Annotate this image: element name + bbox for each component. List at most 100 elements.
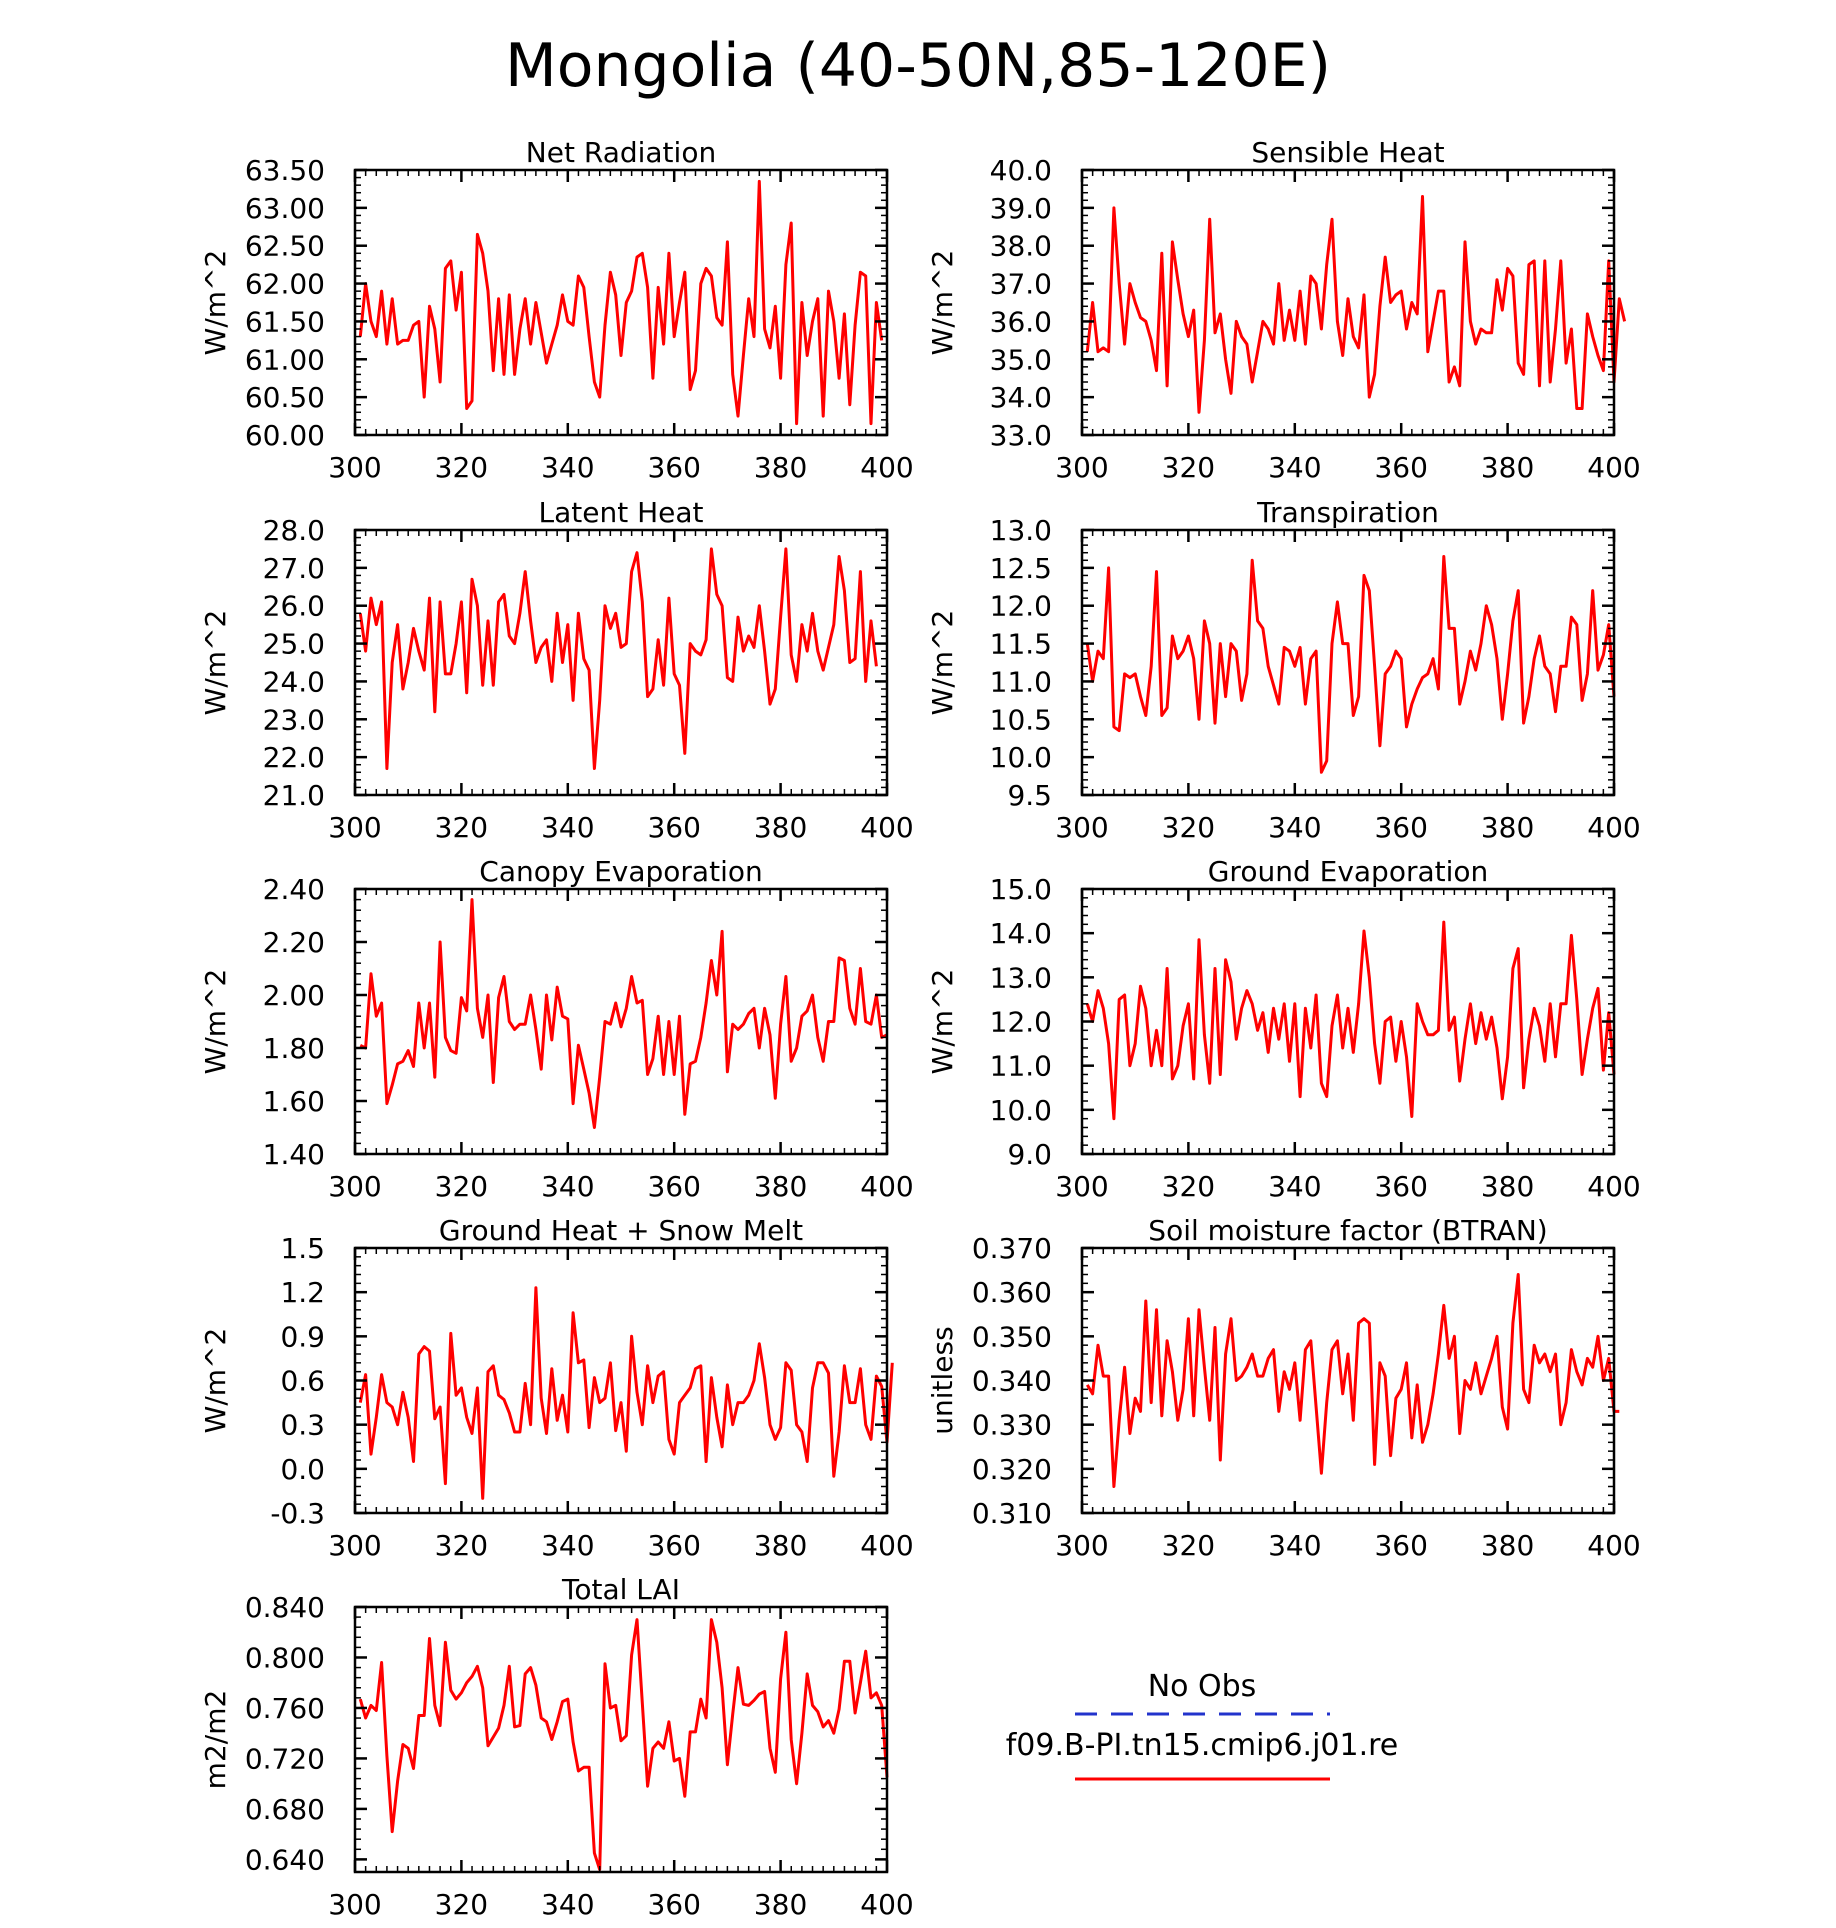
panel-total-lai-ylabel: m2/m2 xyxy=(199,1690,232,1790)
panel-net-radiation-xtick-label: 340 xyxy=(541,451,594,484)
panel-net-radiation-ytick-label: 63.50 xyxy=(245,154,325,187)
panel-ground-heat-snow-melt-xtick-label: 300 xyxy=(328,1529,381,1562)
panel-total-lai-xtick-label: 300 xyxy=(328,1888,381,1921)
panel-soil-moisture-factor-btran-xtick-label: 400 xyxy=(1587,1529,1640,1562)
panel-soil-moisture-factor-btran-title: Soil moisture factor (BTRAN) xyxy=(1148,1214,1547,1247)
panel-ground-evaporation-ylabel: W/m^2 xyxy=(926,969,959,1075)
panel-net-radiation-xtick-label: 300 xyxy=(328,451,381,484)
panel-latent-heat-frame xyxy=(353,528,889,797)
panel-latent-heat-xtick-label: 380 xyxy=(754,811,807,844)
panel-net-radiation-ytick-label: 61.50 xyxy=(245,305,325,338)
panel-soil-moisture-factor-btran: Soil moisture factor (BTRAN) unitless 300 3… xyxy=(926,1214,1641,1562)
panel-sensible-heat: Sensible Heat W/m^2 300 320 340 360 380 400 33.0… xyxy=(926,136,1641,484)
panel-canopy-evaporation-xtick-label: 340 xyxy=(541,1170,594,1203)
panel-transpiration-ytick-label: 10.5 xyxy=(990,703,1052,736)
panel-transpiration-xtick-label: 400 xyxy=(1587,811,1640,844)
panel-sensible-heat-xtick-label: 360 xyxy=(1374,451,1427,484)
panel-total-lai-ytick-label: 0.680 xyxy=(245,1793,325,1826)
panel-ground-heat-snow-melt-xtick-label: 360 xyxy=(647,1529,700,1562)
panel-net-radiation-ylabel: W/m^2 xyxy=(199,250,232,356)
panel-total-lai-ytick-label: 0.840 xyxy=(245,1591,325,1624)
panel-ground-evaporation-ytick-label: 9.0 xyxy=(1007,1138,1052,1171)
panel-sensible-heat-xtick-label: 400 xyxy=(1587,451,1640,484)
panel-ground-heat-snow-melt-ytick-label: 1.5 xyxy=(280,1232,325,1265)
panel-latent-heat-ytick-label: 27.0 xyxy=(263,552,325,585)
panel-canopy-evaporation-xtick-label: 400 xyxy=(860,1170,913,1203)
panel-ground-heat-snow-melt-ytick-label: 0.3 xyxy=(280,1409,325,1442)
panel-latent-heat-xtick-label: 300 xyxy=(328,811,381,844)
panel-ground-heat-snow-melt-ytick-label: 0.9 xyxy=(280,1320,325,1353)
panel-sensible-heat-xtick-label: 380 xyxy=(1481,451,1534,484)
panel-transpiration-series-line xyxy=(1085,555,1616,774)
panel-net-radiation-xtick-label: 320 xyxy=(435,451,488,484)
panel-net-radiation-frame xyxy=(353,168,889,437)
panel-sensible-heat-ytick-label: 35.0 xyxy=(990,343,1052,376)
panel-ground-heat-snow-melt-frame xyxy=(353,1246,889,1515)
panel-ground-evaporation-xtick-label: 380 xyxy=(1481,1170,1534,1203)
panel-net-radiation-ytick-label: 60.50 xyxy=(245,381,325,414)
legend-label-obs: No Obs xyxy=(1148,1669,1257,1704)
panel-ground-evaporation-ytick-label: 15.0 xyxy=(990,873,1052,906)
panel-net-radiation-ytick-label: 61.00 xyxy=(245,343,325,376)
panel-net-radiation-xtick-label: 400 xyxy=(860,451,913,484)
panel-sensible-heat-ylabel: W/m^2 xyxy=(926,250,959,356)
panel-soil-moisture-factor-btran-xtick-label: 340 xyxy=(1268,1529,1321,1562)
panel-total-lai-title: Total LAI xyxy=(561,1573,680,1606)
panel-ground-evaporation: Ground Evaporation W/m^2 300 320 340 360 380 40… xyxy=(926,855,1641,1203)
panel-ground-evaporation-ytick-label: 12.0 xyxy=(990,1006,1052,1039)
panel-canopy-evaporation-ytick-label: 1.80 xyxy=(263,1032,325,1065)
panel-transpiration-ytick-label: 11.0 xyxy=(990,665,1052,698)
panel-sensible-heat-ytick-label: 38.0 xyxy=(990,230,1052,263)
panel-latent-heat-ytick-label: 23.0 xyxy=(263,703,325,736)
panel-soil-moisture-factor-btran-xtick-label: 320 xyxy=(1162,1529,1215,1562)
panel-canopy-evaporation-ytick-label: 1.40 xyxy=(263,1138,325,1171)
panel-soil-moisture-factor-btran-series-line xyxy=(1086,1273,1620,1488)
panel-transpiration-xtick-label: 320 xyxy=(1162,811,1215,844)
panel-net-radiation-series-line xyxy=(358,179,884,426)
panel-transpiration-xtick-label: 340 xyxy=(1268,811,1321,844)
panel-soil-moisture-factor-btran-ylabel: unitless xyxy=(926,1326,959,1434)
panel-total-lai-xtick-label: 380 xyxy=(754,1888,807,1921)
panel-sensible-heat-ytick-label: 34.0 xyxy=(990,381,1052,414)
panel-ground-heat-snow-melt-ytick-label: 0.0 xyxy=(280,1453,325,1486)
panel-latent-heat: Latent Heat W/m^2 300 320 340 360 380 400 21.0 22… xyxy=(199,496,914,844)
panel-ground-heat-snow-melt-xtick-label: 400 xyxy=(860,1529,913,1562)
panel-canopy-evaporation-ytick-label: 2.20 xyxy=(263,926,325,959)
panel-total-lai-ytick-label: 0.760 xyxy=(245,1692,325,1725)
panel-canopy-evaporation-xtick-label: 360 xyxy=(647,1170,700,1203)
panel-transpiration-ytick-label: 11.5 xyxy=(990,628,1052,661)
panel-transpiration-xtick-label: 380 xyxy=(1481,811,1534,844)
panel-ground-evaporation-series-line xyxy=(1085,920,1616,1121)
panel-soil-moisture-factor-btran-ytick-label: 0.370 xyxy=(972,1232,1052,1265)
panel-latent-heat-ytick-label: 25.0 xyxy=(263,628,325,661)
panel-latent-heat-xtick-label: 340 xyxy=(541,811,594,844)
panel-canopy-evaporation-xtick-label: 320 xyxy=(435,1170,488,1203)
panel-canopy-evaporation-ytick-label: 1.60 xyxy=(263,1085,325,1118)
panel-sensible-heat-ytick-label: 36.0 xyxy=(990,305,1052,338)
panel-soil-moisture-factor-btran-frame xyxy=(1080,1246,1616,1515)
panel-canopy-evaporation-xtick-label: 380 xyxy=(754,1170,807,1203)
panel-canopy-evaporation-series-line xyxy=(359,898,888,1129)
panel-sensible-heat-ytick-label: 37.0 xyxy=(990,268,1052,301)
panel-latent-heat-ytick-label: 21.0 xyxy=(263,779,325,812)
panel-ground-heat-snow-melt-xtick-label: 340 xyxy=(541,1529,594,1562)
panel-latent-heat-ytick-label: 26.0 xyxy=(263,590,325,623)
legend: No Obs f09.B-PI.tn15.cmip6.j01.re xyxy=(1006,1669,1398,1781)
panel-total-lai-xtick-label: 360 xyxy=(647,1888,700,1921)
panel-ground-evaporation-ytick-label: 14.0 xyxy=(990,917,1052,950)
panel-latent-heat-title: Latent Heat xyxy=(538,496,703,529)
panel-ground-evaporation-title: Ground Evaporation xyxy=(1208,855,1489,888)
panel-canopy-evaporation-xtick-label: 300 xyxy=(328,1170,381,1203)
panel-ground-heat-snow-melt-ylabel: W/m^2 xyxy=(199,1328,232,1434)
panel-transpiration-xtick-label: 300 xyxy=(1055,811,1108,844)
panel-ground-evaporation-ytick-label: 13.0 xyxy=(990,961,1052,994)
panel-canopy-evaporation-ylabel: W/m^2 xyxy=(199,969,232,1075)
panel-transpiration-ytick-label: 12.5 xyxy=(990,552,1052,585)
panel-net-radiation-ytick-label: 63.00 xyxy=(245,192,325,225)
panel-sensible-heat-series-line xyxy=(1085,195,1627,414)
panel-latent-heat-xtick-label: 400 xyxy=(860,811,913,844)
panel-total-lai-series-line xyxy=(358,1618,889,1871)
panel-ground-heat-snow-melt-title: Ground Heat + Snow Melt xyxy=(439,1214,803,1247)
panel-net-radiation-xtick-label: 380 xyxy=(754,451,807,484)
